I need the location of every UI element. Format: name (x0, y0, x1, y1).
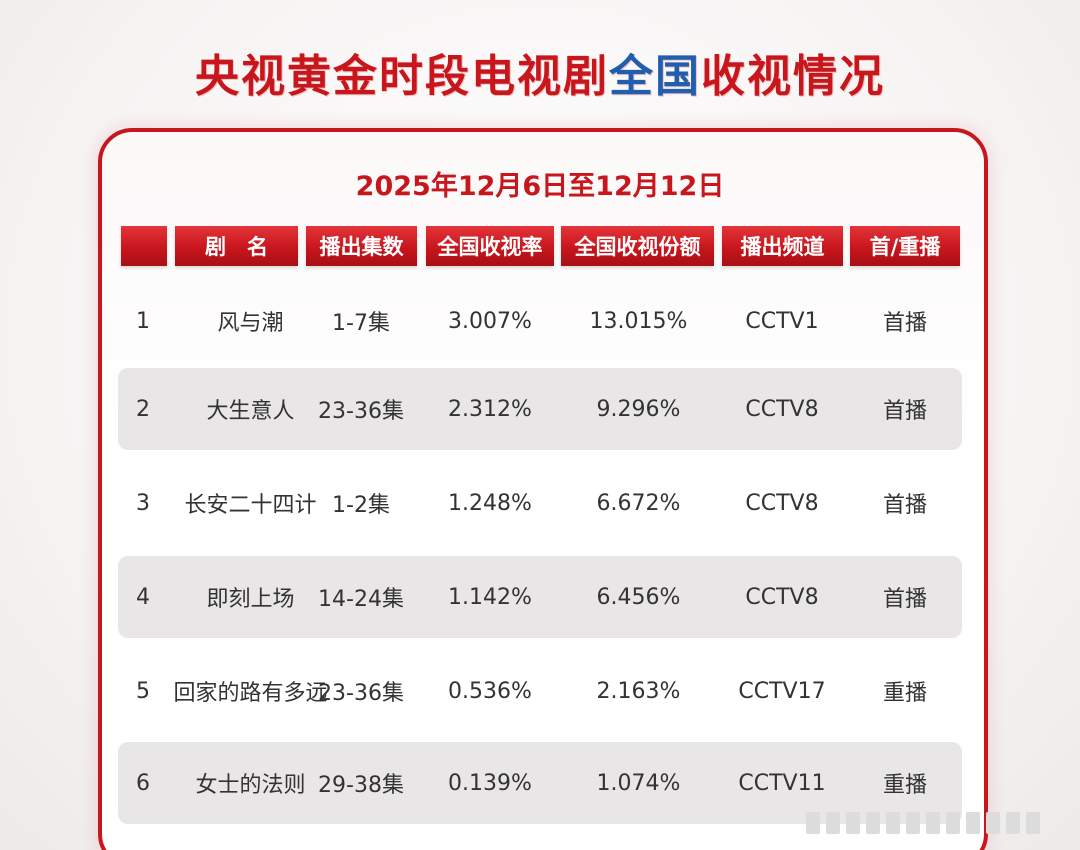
cell-episodes: 1-2集 (332, 493, 390, 518)
cell-channel: CCTV8 (745, 584, 819, 610)
cell-episodes: 1-7集 (332, 311, 390, 336)
cell-share: 6.456% (596, 584, 681, 610)
cell-rank: 2 (136, 396, 150, 422)
cell-name: 女士的法则 (195, 773, 306, 798)
cell-channel: CCTV8 (745, 490, 819, 516)
cell-rating: 3.007% (448, 308, 532, 334)
cell-channel: CCTV1 (745, 308, 819, 334)
date-range: 2025年12月6日至12月12日 (355, 171, 725, 202)
title-part3: 收视情况 (701, 51, 885, 102)
cell-share: 13.015% (589, 308, 688, 334)
table-header: 剧 名 播出集数 全国收视率 全国收视份额 播出频道 首/重播 (0, 226, 1080, 266)
cell-rating: 0.536% (448, 678, 532, 704)
cell-type: 首播 (882, 587, 927, 612)
cell-rating: 0.139% (448, 770, 532, 796)
header-channel: 播出频道 (722, 226, 843, 266)
cell-rating: 2.312% (448, 396, 532, 422)
cell-rank: 1 (136, 308, 150, 334)
table-row: 5 回家的路有多远 23-36集 0.536% 2.163% CCTV17 重播 (118, 650, 962, 732)
table-row: 3 长安二十四计 1-2集 1.248% 6.672% CCTV8 首播 (118, 462, 962, 544)
header-name: 剧 名 (175, 226, 298, 266)
cell-channel: CCTV11 (738, 770, 826, 796)
cell-name: 大生意人 (206, 399, 295, 424)
cell-rating: 1.142% (448, 584, 532, 610)
cell-episodes: 23-36集 (318, 681, 404, 706)
table-row: 4 即刻上场 14-24集 1.142% 6.456% CCTV8 首播 (118, 556, 962, 638)
cell-name: 即刻上场 (206, 587, 295, 612)
header-type: 首/重播 (850, 226, 960, 266)
cell-episodes: 29-38集 (318, 773, 404, 798)
page-title: 央视黄金时段电视剧全国收视情况 (0, 40, 1080, 104)
cell-name: 回家的路有多远 (173, 681, 328, 706)
header-episodes: 播出集数 (306, 226, 417, 266)
cell-episodes: 14-24集 (318, 587, 404, 612)
watermark (806, 812, 1040, 834)
cell-rank: 6 (136, 770, 150, 796)
header-rank (121, 226, 167, 266)
table-row: 2 大生意人 23-36集 2.312% 9.296% CCTV8 首播 (118, 368, 962, 450)
cell-rating: 1.248% (448, 490, 532, 516)
cell-type: 首播 (882, 493, 927, 518)
cell-type: 首播 (882, 399, 927, 424)
header-rating: 全国收视率 (426, 226, 554, 266)
cell-rank: 5 (136, 678, 150, 704)
cell-share: 2.163% (596, 678, 681, 704)
cell-type: 重播 (882, 681, 927, 706)
cell-share: 6.672% (596, 490, 681, 516)
cell-name: 风与潮 (217, 311, 284, 336)
header-share: 全国收视份额 (561, 226, 714, 266)
table-row: 6 女士的法则 29-38集 0.139% 1.074% CCTV11 重播 (118, 742, 962, 824)
table-row: 1 风与潮 1-7集 3.007% 13.015% CCTV1 首播 (118, 280, 962, 362)
cell-name: 长安二十四计 (184, 493, 317, 518)
cell-channel: CCTV17 (738, 678, 826, 704)
cell-share: 9.296% (596, 396, 681, 422)
cell-rank: 4 (136, 584, 150, 610)
cell-channel: CCTV8 (745, 396, 819, 422)
title-part1: 央视黄金时段电视剧 (195, 51, 609, 102)
cell-episodes: 23-36集 (318, 399, 404, 424)
cell-rank: 3 (136, 490, 150, 516)
title-part2: 全国 (609, 51, 701, 102)
cell-type: 重播 (882, 773, 927, 798)
cell-share: 1.074% (596, 770, 681, 796)
cell-type: 首播 (882, 311, 927, 336)
